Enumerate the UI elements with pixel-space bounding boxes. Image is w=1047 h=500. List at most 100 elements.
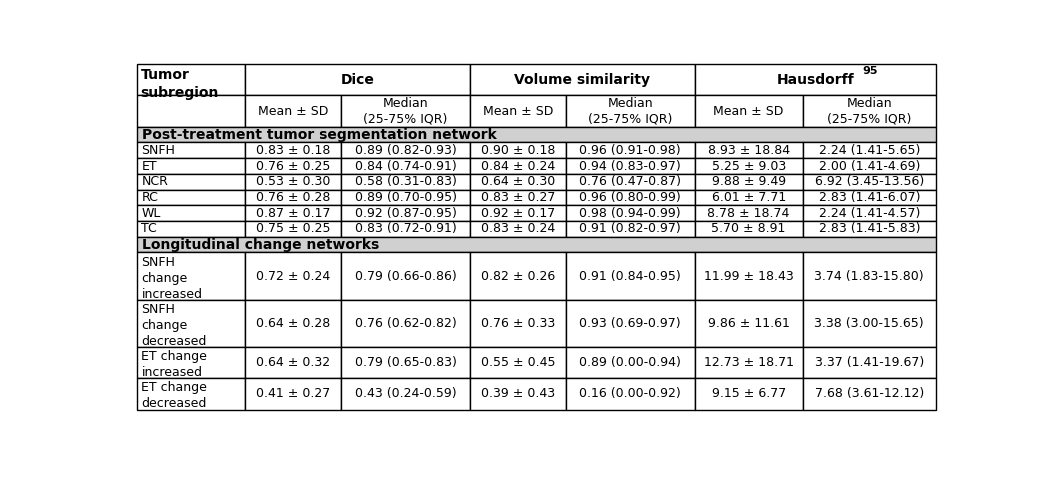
Bar bbox=[137, 221, 245, 237]
Text: 3.37 (1.41-19.67): 3.37 (1.41-19.67) bbox=[815, 356, 923, 369]
Text: 0.96 (0.91-0.98): 0.96 (0.91-0.98) bbox=[579, 144, 681, 157]
Text: 0.75 ± 0.25: 0.75 ± 0.25 bbox=[257, 222, 331, 235]
Text: Mean ± SD: Mean ± SD bbox=[713, 104, 784, 118]
Text: 0.96 (0.80-0.99): 0.96 (0.80-0.99) bbox=[579, 191, 681, 204]
Bar bbox=[470, 64, 694, 96]
Text: 6.01 ± 7.71: 6.01 ± 7.71 bbox=[712, 191, 786, 204]
Text: NCR: NCR bbox=[141, 176, 169, 188]
Bar bbox=[694, 174, 803, 190]
Bar bbox=[803, 142, 936, 158]
Bar bbox=[245, 142, 341, 158]
Bar bbox=[694, 347, 803, 378]
Text: 7.68 (3.61-12.12): 7.68 (3.61-12.12) bbox=[815, 388, 923, 400]
Bar bbox=[565, 378, 694, 410]
Text: 0.90 ± 0.18: 0.90 ± 0.18 bbox=[481, 144, 555, 157]
Text: Volume similarity: Volume similarity bbox=[514, 72, 650, 86]
Bar bbox=[565, 96, 694, 126]
Text: 2.24 (1.41-4.57): 2.24 (1.41-4.57) bbox=[819, 206, 920, 220]
Text: 0.79 (0.66-0.86): 0.79 (0.66-0.86) bbox=[355, 270, 456, 282]
Bar bbox=[470, 252, 565, 300]
Bar bbox=[694, 300, 803, 347]
Text: Median
(25-75% IQR): Median (25-75% IQR) bbox=[827, 96, 912, 126]
Text: SNFH: SNFH bbox=[141, 144, 175, 157]
Bar bbox=[245, 221, 341, 237]
Bar bbox=[137, 174, 245, 190]
Text: 0.92 ± 0.17: 0.92 ± 0.17 bbox=[481, 206, 555, 220]
Bar bbox=[803, 190, 936, 206]
Bar bbox=[137, 158, 245, 174]
Text: Tumor
subregion: Tumor subregion bbox=[140, 68, 219, 100]
Text: ET change
increased: ET change increased bbox=[141, 350, 207, 379]
Text: RC: RC bbox=[141, 191, 158, 204]
Text: 11.99 ± 18.43: 11.99 ± 18.43 bbox=[704, 270, 794, 282]
Text: 0.83 ± 0.24: 0.83 ± 0.24 bbox=[481, 222, 555, 235]
Text: Mean ± SD: Mean ± SD bbox=[483, 104, 553, 118]
Text: 0.98 (0.94-0.99): 0.98 (0.94-0.99) bbox=[579, 206, 681, 220]
Bar bbox=[694, 190, 803, 206]
Bar bbox=[470, 378, 565, 410]
Bar bbox=[694, 96, 803, 126]
Text: Median
(25-75% IQR): Median (25-75% IQR) bbox=[363, 96, 448, 126]
Bar bbox=[565, 221, 694, 237]
Text: 0.91 (0.82-0.97): 0.91 (0.82-0.97) bbox=[579, 222, 681, 235]
Text: ET change
decreased: ET change decreased bbox=[141, 382, 207, 410]
Text: Longitudinal change networks: Longitudinal change networks bbox=[142, 238, 379, 252]
Text: 0.83 ± 0.27: 0.83 ± 0.27 bbox=[481, 191, 555, 204]
Text: Dice: Dice bbox=[341, 72, 375, 86]
Text: 6.92 (3.45-13.56): 6.92 (3.45-13.56) bbox=[815, 176, 923, 188]
Bar bbox=[245, 190, 341, 206]
Text: 0.91 (0.84-0.95): 0.91 (0.84-0.95) bbox=[579, 270, 681, 282]
Text: 3.38 (3.00-15.65): 3.38 (3.00-15.65) bbox=[815, 316, 925, 330]
Text: 0.83 ± 0.18: 0.83 ± 0.18 bbox=[257, 144, 331, 157]
Bar bbox=[470, 96, 565, 126]
Bar bbox=[341, 96, 470, 126]
Bar bbox=[341, 300, 470, 347]
Text: Post-treatment tumor segmentation network: Post-treatment tumor segmentation networ… bbox=[142, 128, 497, 141]
Bar bbox=[803, 96, 936, 126]
Bar bbox=[803, 347, 936, 378]
Text: 8.78 ± 18.74: 8.78 ± 18.74 bbox=[708, 206, 789, 220]
Text: 0.76 (0.47-0.87): 0.76 (0.47-0.87) bbox=[579, 176, 682, 188]
Text: 2.83 (1.41-5.83): 2.83 (1.41-5.83) bbox=[819, 222, 920, 235]
Bar bbox=[470, 190, 565, 206]
Bar bbox=[245, 206, 341, 221]
Text: 0.72 ± 0.24: 0.72 ± 0.24 bbox=[257, 270, 331, 282]
Text: 5.70 ± 8.91: 5.70 ± 8.91 bbox=[712, 222, 786, 235]
Bar bbox=[803, 252, 936, 300]
Text: 0.64 ± 0.32: 0.64 ± 0.32 bbox=[257, 356, 331, 369]
Text: 0.87 ± 0.17: 0.87 ± 0.17 bbox=[257, 206, 331, 220]
Bar bbox=[694, 252, 803, 300]
Bar bbox=[694, 142, 803, 158]
Text: 0.79 (0.65-0.83): 0.79 (0.65-0.83) bbox=[355, 356, 456, 369]
Bar bbox=[245, 158, 341, 174]
Bar bbox=[341, 252, 470, 300]
Bar bbox=[245, 252, 341, 300]
Bar bbox=[803, 300, 936, 347]
Bar bbox=[470, 347, 565, 378]
Bar bbox=[694, 64, 936, 96]
Text: 0.41 ± 0.27: 0.41 ± 0.27 bbox=[257, 388, 331, 400]
Bar bbox=[341, 347, 470, 378]
Text: Hausdorff: Hausdorff bbox=[777, 72, 854, 86]
Bar bbox=[137, 96, 245, 126]
Text: 9.88 ± 9.49: 9.88 ± 9.49 bbox=[712, 176, 785, 188]
Text: ET: ET bbox=[141, 160, 157, 172]
Text: 0.16 (0.00-0.92): 0.16 (0.00-0.92) bbox=[579, 388, 681, 400]
Bar bbox=[565, 300, 694, 347]
Text: 0.43 (0.24-0.59): 0.43 (0.24-0.59) bbox=[355, 388, 456, 400]
Bar bbox=[565, 174, 694, 190]
Bar bbox=[565, 190, 694, 206]
Bar bbox=[565, 206, 694, 221]
Bar bbox=[137, 126, 936, 142]
Text: 0.64 ± 0.30: 0.64 ± 0.30 bbox=[481, 176, 555, 188]
Bar bbox=[137, 237, 936, 252]
Bar bbox=[803, 206, 936, 221]
Bar bbox=[565, 142, 694, 158]
Bar bbox=[565, 252, 694, 300]
Bar bbox=[137, 206, 245, 221]
Text: 5.25 ± 9.03: 5.25 ± 9.03 bbox=[712, 160, 786, 172]
Text: 0.55 ± 0.45: 0.55 ± 0.45 bbox=[481, 356, 555, 369]
Text: 2.00 (1.41-4.69): 2.00 (1.41-4.69) bbox=[819, 160, 920, 172]
Text: 3.74 (1.83-15.80): 3.74 (1.83-15.80) bbox=[815, 270, 925, 282]
Text: 9.15 ± 6.77: 9.15 ± 6.77 bbox=[712, 388, 786, 400]
